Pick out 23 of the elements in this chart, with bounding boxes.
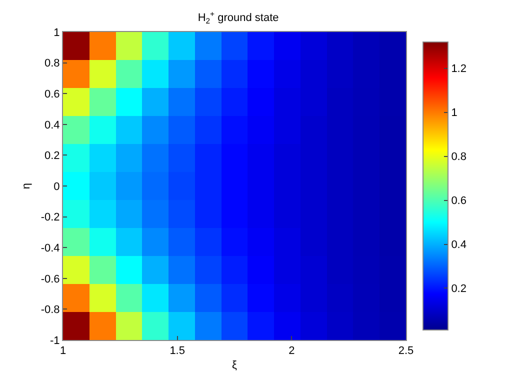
y-tick-label: -0.2 <box>40 212 60 224</box>
color-bar-label: 0.4 <box>451 239 466 252</box>
x-tick-label: 2.5 <box>398 345 414 358</box>
y-tick-label: -0.6 <box>40 273 60 286</box>
y-tick-label: -0.8 <box>40 304 60 316</box>
color-bar-label: 0.2 <box>451 283 466 296</box>
y-tick-label: 1 <box>54 26 60 39</box>
x-tick-label: 2 <box>288 345 295 358</box>
y-tick-label: 0.6 <box>44 88 60 100</box>
y-axis-title: η <box>20 182 32 190</box>
y-tick-label: 0 <box>54 180 60 193</box>
y-tick-label: 0.2 <box>44 150 60 162</box>
y-tick-label: 0.8 <box>44 58 60 70</box>
color-bar-label: 1.2 <box>451 63 466 76</box>
color-bar-label: 1 <box>451 107 458 120</box>
x-tick-label: 1.5 <box>170 345 185 358</box>
x-axis-title: ξ <box>232 359 238 372</box>
color-bar-label: 0.8 <box>451 151 466 164</box>
y-tick-label: -0.4 <box>40 242 60 254</box>
y-tick-label: 0.4 <box>44 119 60 132</box>
y-tick-label: -1 <box>50 334 60 347</box>
color-bar-label: 0.6 <box>451 195 466 208</box>
chart-title: H$_{2}$$^{+}$ ground state <box>198 9 279 26</box>
